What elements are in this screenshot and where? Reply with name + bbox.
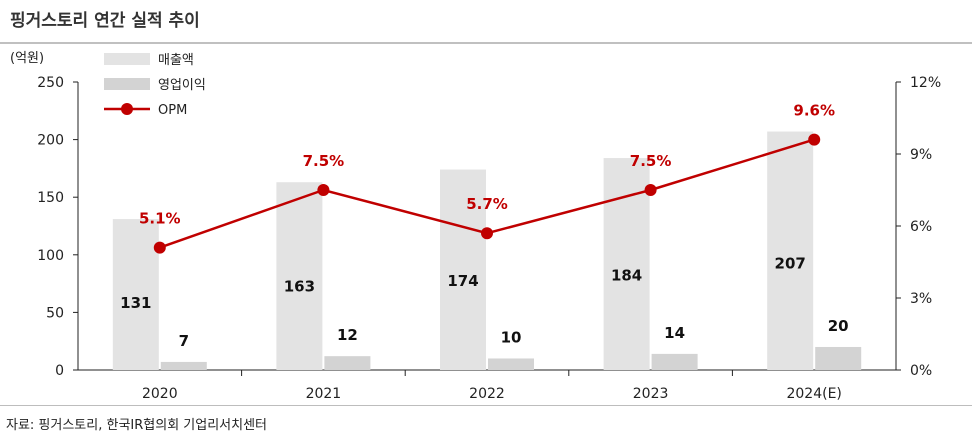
opm-data-label: 7.5% xyxy=(630,152,672,170)
left-tick-label: 50 xyxy=(46,305,64,321)
operating-profit-data-label: 7 xyxy=(179,332,189,350)
sales-data-label: 174 xyxy=(447,272,478,290)
sales-data-label: 131 xyxy=(120,294,151,312)
x-tick-label: 2020 xyxy=(142,386,178,402)
right-tick-label: 3% xyxy=(910,291,932,307)
legend-label-sales: 매출액 xyxy=(158,53,194,68)
sales-data-label: 184 xyxy=(611,267,642,285)
source-divider xyxy=(0,405,972,406)
opm-data-label: 7.5% xyxy=(303,152,345,170)
sales-bar xyxy=(767,131,814,370)
left-tick-label: 200 xyxy=(37,133,64,149)
opm-point xyxy=(317,184,330,196)
right-tick-label: 0% xyxy=(910,363,932,379)
x-tick-label: 2024(E) xyxy=(786,386,841,402)
page-title: 핑거스토리 연간 실적 추이 xyxy=(10,11,200,31)
left-tick-label: 100 xyxy=(37,248,64,264)
sales-bar xyxy=(603,158,650,370)
legend-label-operating-profit: 영업이익 xyxy=(158,78,206,93)
sales-data-label: 207 xyxy=(775,255,806,273)
sales-bar xyxy=(112,219,159,370)
right-tick-label: 9% xyxy=(910,147,932,163)
opm-point xyxy=(481,227,493,240)
x-tick-label: 2022 xyxy=(469,386,505,402)
sales-data-label: 163 xyxy=(284,278,315,296)
opm-point xyxy=(644,184,657,196)
x-tick-label: 2021 xyxy=(306,386,342,402)
operating-profit-data-label: 20 xyxy=(828,317,849,335)
sales-bar xyxy=(440,169,486,370)
left-tick-label: 0 xyxy=(55,363,64,379)
legend-swatch-operating-profit xyxy=(104,78,150,90)
legend-marker-opm xyxy=(121,103,133,115)
operating-profit-data-label: 12 xyxy=(337,326,358,344)
operating-profit-bar xyxy=(815,346,862,370)
operating-profit-bar xyxy=(160,361,207,370)
title-divider xyxy=(0,42,972,44)
legend-swatch-sales xyxy=(104,53,150,65)
operating-profit-data-label: 10 xyxy=(501,328,522,346)
opm-data-label: 9.6% xyxy=(793,102,835,120)
left-tick-label: 250 xyxy=(37,75,64,91)
operating-profit-data-label: 14 xyxy=(664,324,685,342)
opm-data-label: 5.1% xyxy=(139,210,181,228)
opm-data-label: 5.7% xyxy=(466,195,508,213)
x-tick-label: 2023 xyxy=(633,386,669,402)
left-axis-unit-label: (억원) xyxy=(10,51,44,66)
right-tick-label: 12% xyxy=(910,75,941,91)
legend-label-opm: OPM xyxy=(158,103,187,118)
opm-point xyxy=(808,133,821,146)
left-tick-label: 150 xyxy=(37,190,64,206)
right-tick-label: 6% xyxy=(910,219,932,235)
opm-point xyxy=(153,241,166,254)
operating-profit-bar xyxy=(488,358,534,370)
source-note: 자료: 핑거스토리, 한국IR협의회 기업리서치센터 xyxy=(6,418,268,433)
operating-profit-bar xyxy=(651,353,698,370)
sales-bar xyxy=(276,182,323,370)
operating-profit-bar xyxy=(324,356,371,370)
